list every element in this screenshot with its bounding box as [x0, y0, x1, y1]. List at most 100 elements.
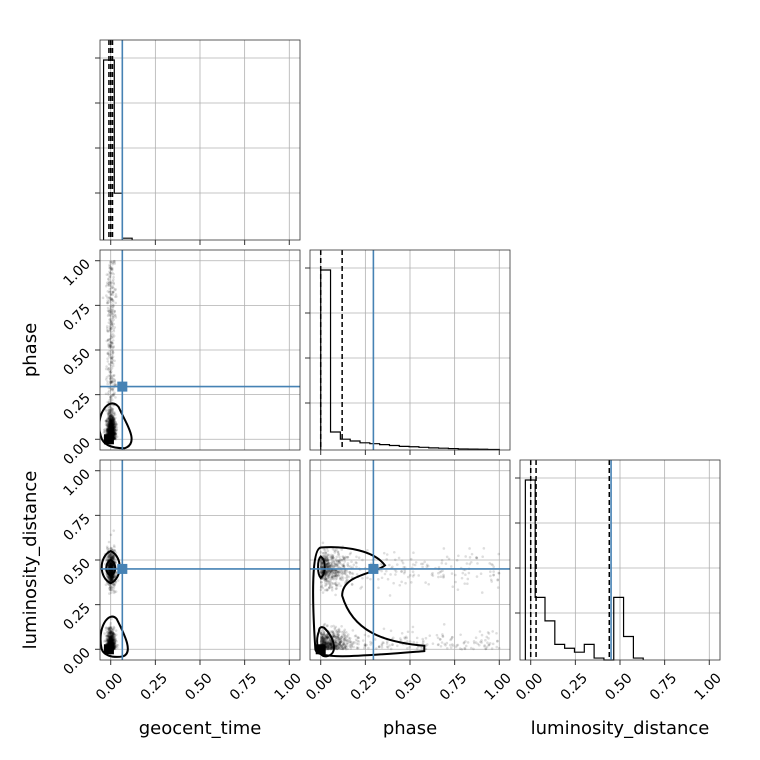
sample-point [112, 415, 115, 419]
sample-point [326, 569, 330, 573]
sample-point [406, 640, 409, 643]
sample-point [111, 361, 114, 365]
sample-point [109, 577, 112, 580]
sample-point [110, 426, 113, 430]
sample-point [108, 569, 112, 573]
sample-point [323, 548, 327, 552]
truth-marker [368, 563, 379, 574]
sample-point [109, 629, 112, 632]
sample-point [109, 421, 113, 425]
sample-point [112, 556, 115, 560]
sample-point [112, 304, 116, 307]
sample-point [108, 424, 112, 428]
sample-point [109, 281, 113, 285]
sample-point [326, 635, 329, 639]
sample-point [324, 577, 327, 581]
sample-point [110, 323, 113, 326]
sample-point [323, 588, 327, 592]
sample-point [109, 556, 113, 560]
sample-point [105, 365, 108, 368]
sample-point [109, 637, 112, 641]
sample-point [320, 641, 323, 645]
sample-point [108, 417, 111, 420]
sample-point [108, 411, 112, 415]
sample-point [108, 426, 111, 429]
sample-point [350, 644, 354, 647]
sample-point [328, 577, 332, 580]
sample-point [108, 270, 111, 273]
sample-point [333, 562, 337, 566]
sample-point [112, 419, 116, 422]
sample-point [341, 646, 345, 650]
sample-point [323, 632, 326, 636]
sample-point [112, 555, 116, 558]
sample-point [338, 637, 341, 640]
sample-point [335, 555, 339, 559]
sample-point [109, 430, 113, 433]
sample-point [326, 647, 330, 651]
sample-point [336, 559, 340, 563]
sample-point [111, 428, 115, 432]
sample-cloud [312, 541, 501, 658]
sample-point [382, 641, 385, 645]
sample-point [109, 425, 113, 429]
sample-point [113, 422, 116, 426]
sample-point [111, 638, 114, 642]
sample-point [109, 570, 113, 574]
sample-point [110, 617, 113, 621]
sample-point [111, 298, 114, 302]
sample-point [110, 379, 114, 383]
sample-point [325, 578, 329, 581]
sample-point [109, 424, 113, 427]
sample-point [114, 637, 117, 641]
sample-point [323, 641, 327, 645]
sample-point [492, 573, 496, 577]
sample-point [108, 428, 112, 432]
sample-point [111, 633, 114, 637]
sample-point [342, 564, 346, 568]
sample-point [110, 422, 113, 425]
sample-point [338, 643, 342, 647]
sample-point [106, 351, 110, 355]
y-tick-label: 1.00 [60, 256, 93, 289]
sample-point [380, 576, 384, 580]
sample-point [106, 575, 110, 579]
contour-inner-upper [317, 555, 326, 580]
sample-point [111, 432, 115, 435]
sample-point [114, 558, 118, 561]
sample-point [319, 570, 323, 574]
sample-point [110, 423, 114, 427]
sample-point [112, 424, 116, 428]
sample-point [108, 563, 111, 567]
sample-point [400, 570, 403, 573]
sample-point [108, 576, 111, 580]
sample-point [108, 629, 111, 632]
sample-point [112, 636, 116, 640]
sample-point [328, 643, 332, 647]
sample-point [430, 573, 434, 576]
sample-point [336, 569, 340, 573]
sample-point [109, 572, 112, 575]
sample-point [108, 431, 111, 434]
sample-point [109, 641, 113, 645]
sample-point [107, 429, 110, 433]
sample-point [451, 585, 455, 589]
sample-point [333, 626, 337, 630]
sample-point [109, 533, 113, 537]
sample-point [330, 645, 334, 649]
y-tick-label: 0.25 [60, 390, 93, 423]
sample-point [462, 641, 466, 645]
sample-point [110, 421, 113, 425]
sample-point [110, 312, 114, 316]
sample-point [111, 577, 114, 581]
x-tick-label: 1.00 [692, 670, 725, 703]
sample-point [109, 417, 113, 421]
sample-point [108, 641, 111, 644]
sample-point [334, 587, 338, 591]
sample-point [354, 638, 358, 642]
sample-point [484, 647, 488, 650]
sample-point [109, 424, 112, 428]
sample-point [109, 426, 113, 429]
sample-point [330, 557, 334, 561]
sample-point [497, 552, 501, 556]
